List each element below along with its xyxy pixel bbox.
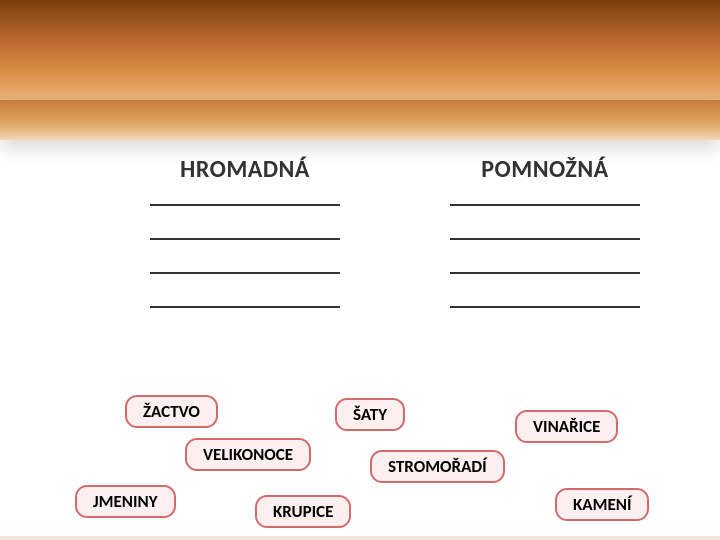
blank-line — [150, 272, 340, 274]
blank-line — [450, 306, 640, 308]
blank-line — [450, 238, 640, 240]
blank-line — [150, 204, 340, 206]
pill-saty[interactable]: ŠATY — [335, 398, 405, 431]
blank-line — [150, 306, 340, 308]
pill-kameni[interactable]: KAMENÍ — [555, 488, 649, 521]
blank-line — [450, 204, 640, 206]
column-pomnozna: POMNOŽNÁ — [430, 155, 660, 340]
pill-krupice[interactable]: KRUPICE — [255, 495, 351, 528]
decor-band-top — [0, 0, 720, 100]
slide: HROMADNÁ POMNOŽNÁ ŽACTVO ŠATY VINAŘICE V… — [0, 0, 720, 540]
column-hromadna: HROMADNÁ — [130, 155, 360, 340]
blank-line — [450, 272, 640, 274]
pill-stromoradi[interactable]: STROMOŘADÍ — [370, 450, 505, 483]
header-right: POMNOŽNÁ — [430, 155, 660, 184]
pill-zactvo[interactable]: ŽACTVO — [125, 395, 218, 428]
pill-vinarice[interactable]: VINAŘICE — [515, 410, 618, 443]
pill-jmeniny[interactable]: JMENINY — [75, 485, 176, 518]
pill-velikonoce[interactable]: VELIKONOCE — [185, 438, 311, 471]
header-left: HROMADNÁ — [130, 155, 360, 184]
decor-band-mid — [0, 100, 720, 140]
blank-line — [150, 238, 340, 240]
decor-footer-line — [0, 536, 720, 540]
